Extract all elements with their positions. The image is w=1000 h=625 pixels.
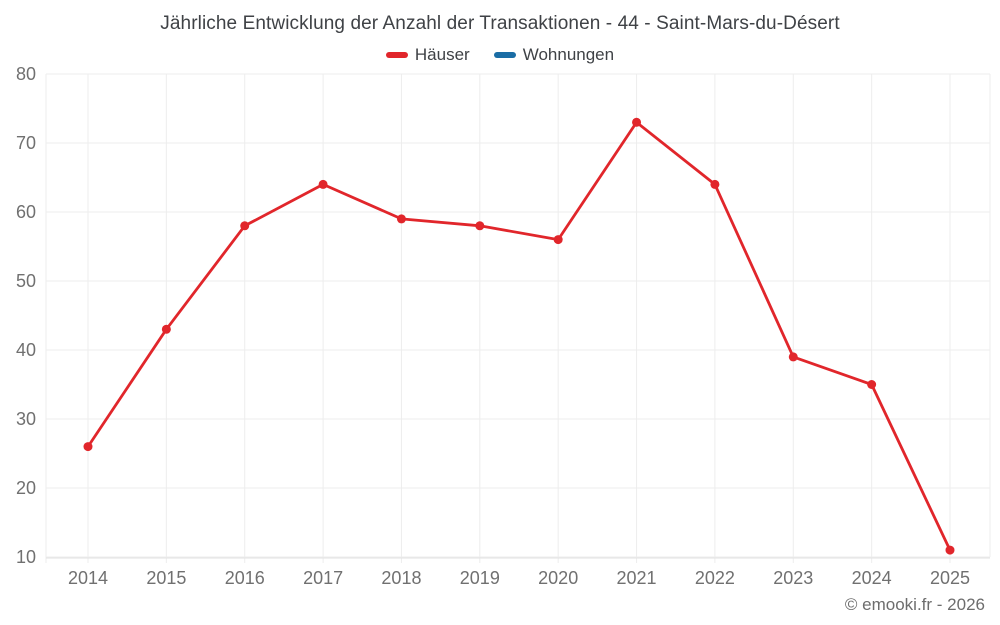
chart-header: Jährliche Entwicklung der Anzahl der Tra… bbox=[0, 13, 1000, 65]
series-line-Häuser bbox=[86, 120, 952, 552]
legend-label-wohnungen: Wohnungen bbox=[522, 45, 615, 64]
y-axis-tick-label: 10 bbox=[16, 547, 36, 567]
data-point[interactable] bbox=[83, 442, 93, 452]
y-axis-tick-label: 50 bbox=[16, 271, 36, 291]
x-axis-tick-label: 2018 bbox=[381, 568, 421, 588]
x-axis-tick-label: 2014 bbox=[68, 568, 108, 588]
data-point[interactable] bbox=[867, 380, 877, 389]
chart-title: Jährliche Entwicklung der Anzahl der Tra… bbox=[160, 13, 840, 34]
data-point[interactable] bbox=[945, 545, 955, 555]
x-axis-tick-label: 2020 bbox=[538, 568, 578, 588]
data-point[interactable] bbox=[788, 352, 798, 362]
legend-item-haeuser[interactable]: Häuser bbox=[385, 45, 470, 65]
legend-swatch-wohnungen-icon bbox=[493, 52, 516, 58]
x-axis-tick-label: 2016 bbox=[225, 568, 265, 588]
y-axis-tick-label: 40 bbox=[16, 340, 36, 360]
chart-legend: Häuser Wohnungen bbox=[0, 45, 1000, 65]
data-point[interactable] bbox=[475, 221, 485, 231]
data-point[interactable] bbox=[396, 214, 406, 224]
x-axis-tick-label: 2023 bbox=[773, 568, 813, 588]
x-axis-tick-label: 2015 bbox=[146, 568, 186, 588]
x-axis-tick-label: 2022 bbox=[695, 568, 735, 588]
x-axis-tick-label: 2017 bbox=[303, 568, 343, 588]
x-axis-tick-label: 2021 bbox=[617, 568, 657, 588]
data-point[interactable] bbox=[632, 117, 642, 127]
copyright-watermark: © emooki.fr - 2026 bbox=[844, 595, 985, 614]
y-axis-tick-label: 20 bbox=[16, 478, 36, 498]
legend-label-haeuser: Häuser bbox=[414, 45, 470, 64]
data-point[interactable] bbox=[240, 221, 250, 231]
data-point[interactable] bbox=[318, 179, 328, 189]
x-axis-tick-label: 2025 bbox=[930, 568, 970, 588]
legend-item-wohnungen[interactable]: Wohnungen bbox=[493, 45, 615, 65]
data-point[interactable] bbox=[161, 324, 171, 334]
data-point[interactable] bbox=[710, 179, 720, 189]
x-axis-tick-label: 2024 bbox=[852, 568, 892, 588]
y-axis-tick-label: 60 bbox=[16, 202, 36, 222]
y-axis-tick-label: 30 bbox=[16, 409, 36, 429]
data-point[interactable] bbox=[553, 235, 563, 245]
y-axis-tick-label: 70 bbox=[16, 133, 36, 153]
x-axis-tick-label: 2019 bbox=[460, 568, 500, 588]
y-axis-tick-label: 80 bbox=[16, 64, 36, 84]
legend-swatch-haeuser-icon bbox=[385, 52, 408, 58]
